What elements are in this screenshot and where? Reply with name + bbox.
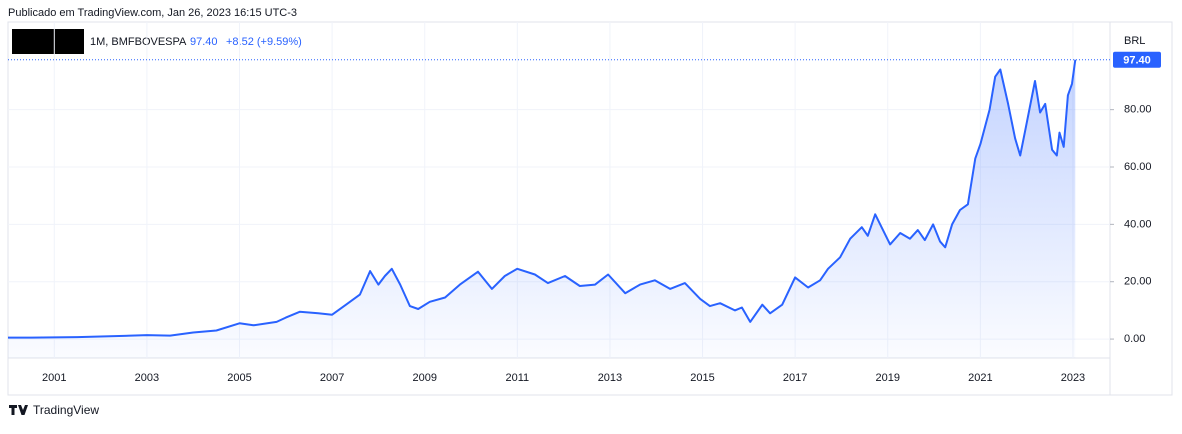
price-line [8, 59, 1077, 339]
symbol: 1M, BMFBOVESPA [90, 36, 187, 48]
x-tick-label: 2001 [42, 372, 66, 384]
x-tick-label: 2007 [320, 372, 344, 384]
x-tick-label: 2023 [1061, 372, 1085, 384]
logo: TradingView [33, 403, 99, 417]
currency: BRL [1124, 35, 1145, 47]
last-price-label: 97.40 [1123, 55, 1151, 67]
redacted-box [12, 29, 84, 54]
x-tick-label: 2003 [135, 372, 159, 384]
y-tick-label: 0.00 [1124, 333, 1145, 345]
price: 97.40 [190, 36, 218, 48]
x-tick-label: 2015 [690, 372, 714, 384]
last-price-badge [1113, 51, 1161, 68]
x-tick-label: 2019 [876, 372, 900, 384]
y-tick-label: 60.00 [1124, 161, 1152, 173]
published-note: Publicado em TradingView.com, Jan 26, 20… [8, 7, 297, 19]
x-tick-label: 2021 [968, 372, 992, 384]
logo-text: TradingView [33, 403, 99, 417]
y-tick-label: 80.00 [1124, 104, 1152, 116]
frame [7, 21, 1173, 396]
change: +8.52 (+9.59%) [226, 36, 302, 48]
logo-mark [9, 405, 28, 415]
x-tick-label: 2013 [598, 372, 622, 384]
x-tick-label: 2009 [412, 372, 436, 384]
area-fill [8, 59, 1076, 358]
x-tick-label: 2005 [227, 372, 251, 384]
y-tick-label: 40.00 [1124, 218, 1152, 230]
x-tick-label: 2017 [783, 372, 807, 384]
x-tick-label: 2011 [505, 372, 529, 384]
y-tick-label: 20.00 [1124, 276, 1152, 288]
